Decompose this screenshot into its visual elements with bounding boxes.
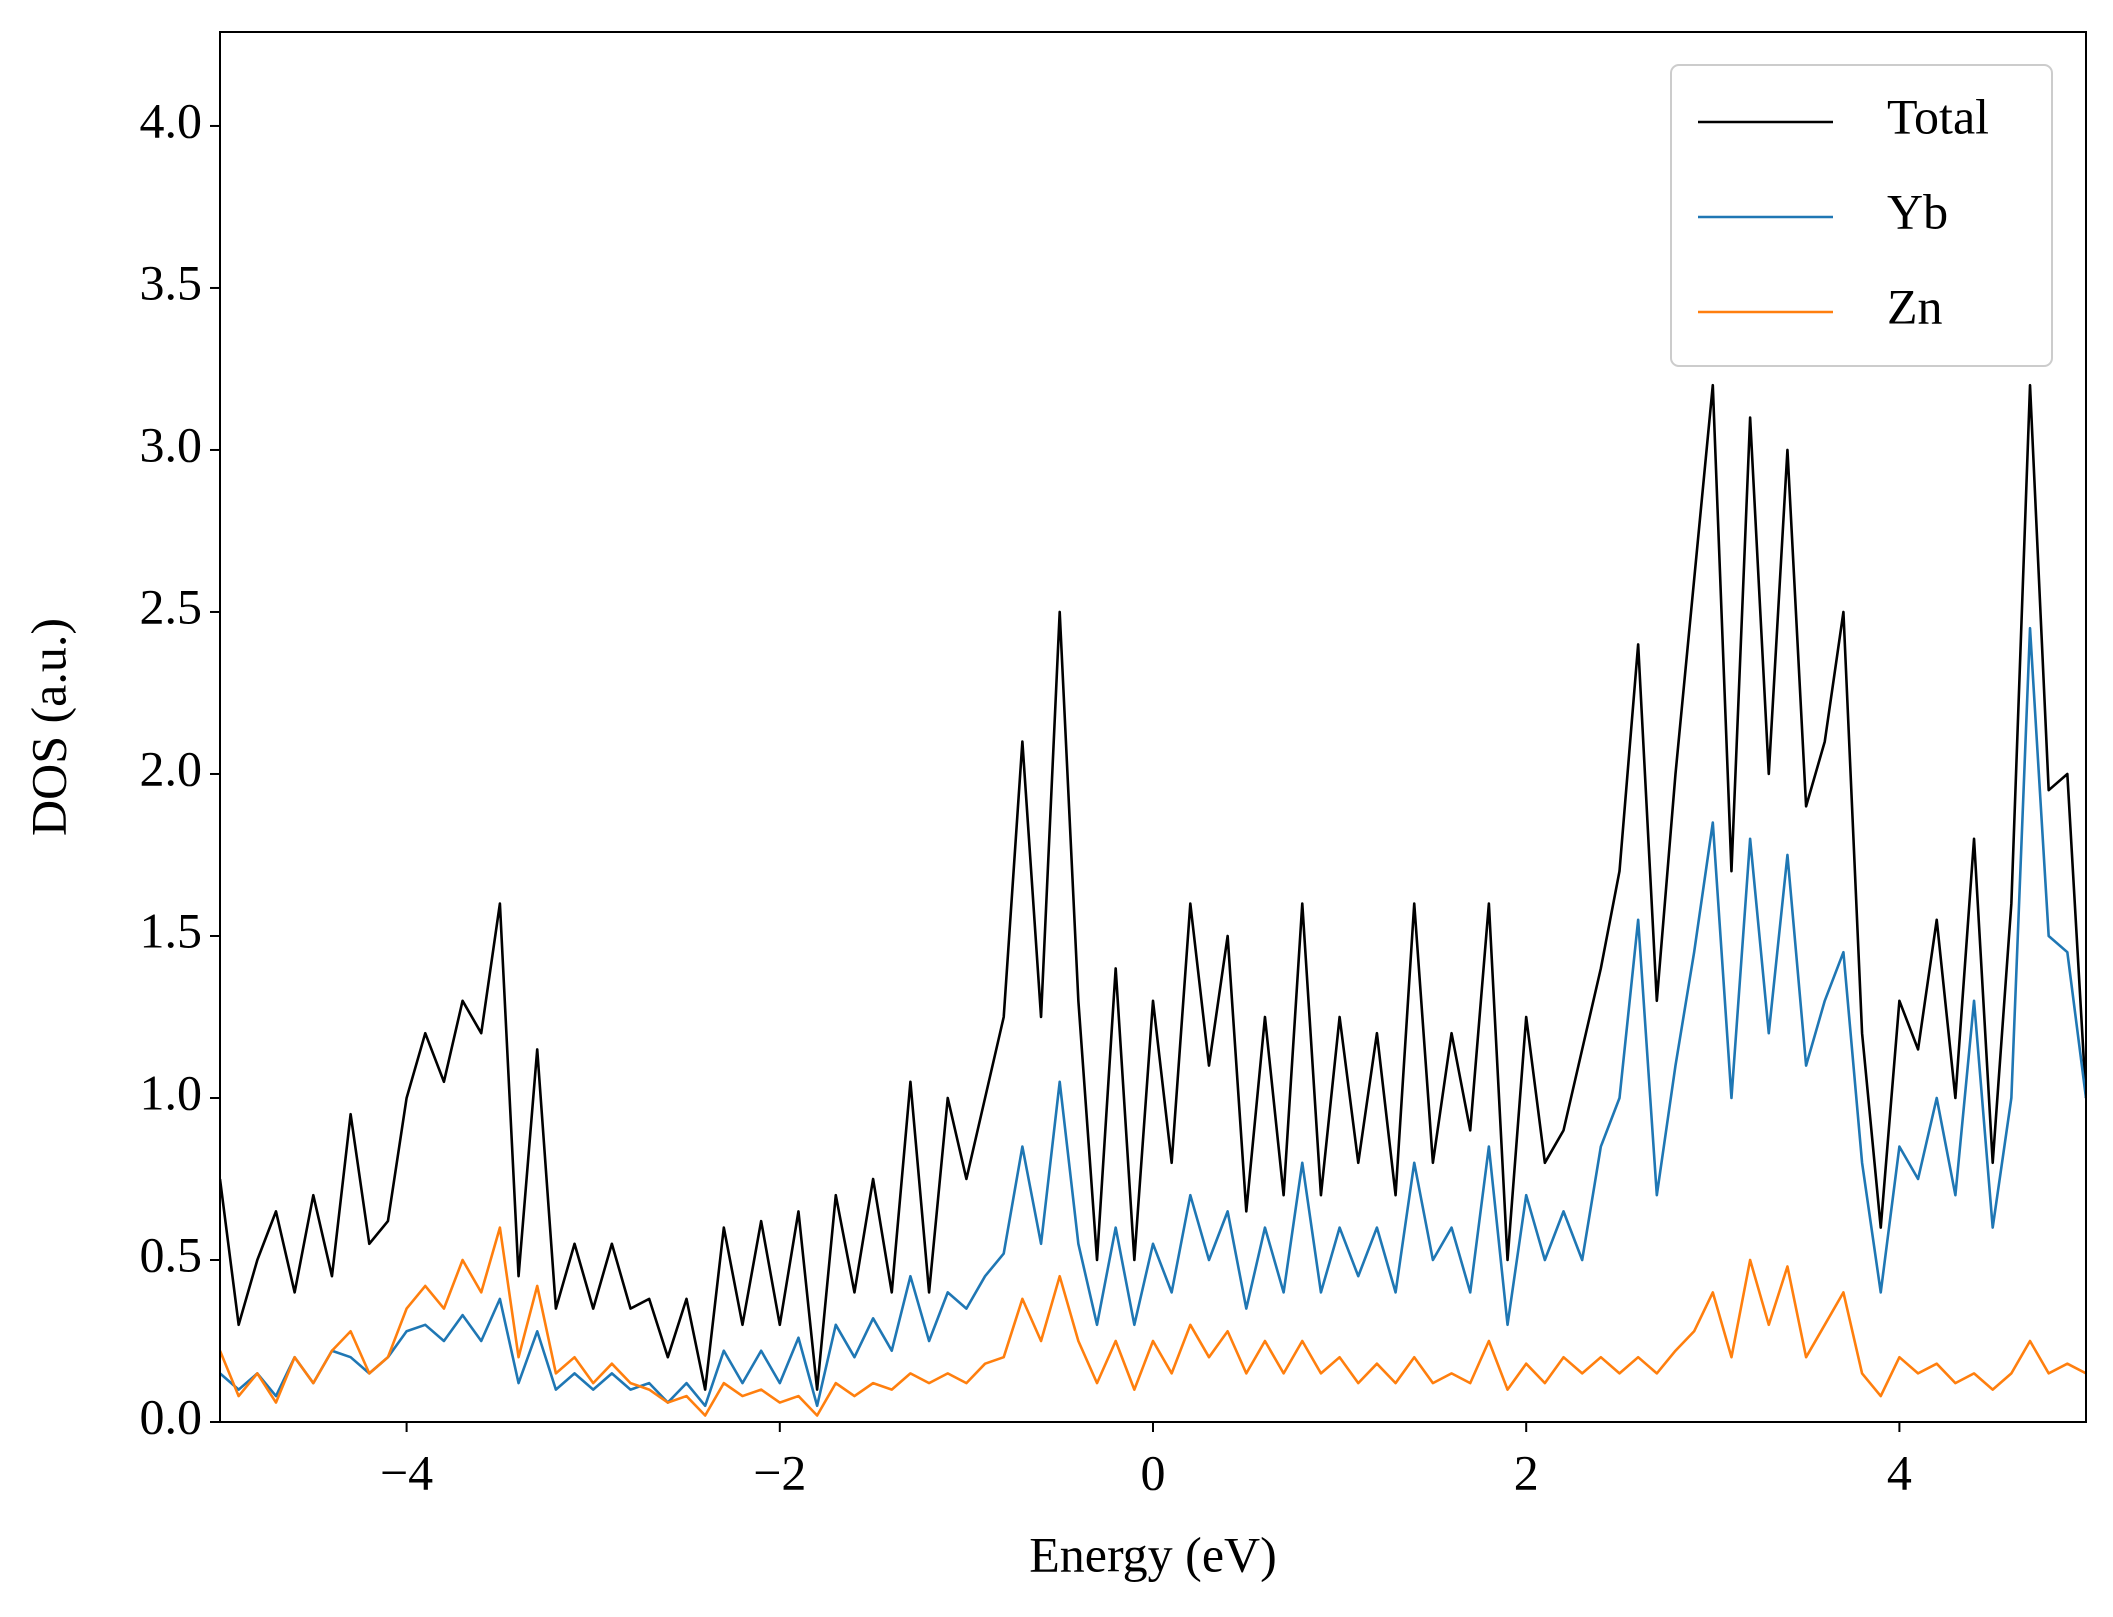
- x-tick-label: 4: [1887, 1444, 1912, 1500]
- series-line: [220, 626, 2086, 1408]
- legend-label: Zn: [1887, 278, 1943, 334]
- series-line: [220, 383, 2086, 1391]
- y-tick-label: 1.0: [140, 1064, 203, 1120]
- plot-area: [220, 383, 2086, 1417]
- x-tick-label: −4: [380, 1444, 433, 1500]
- plot-frame: [219, 31, 2087, 1423]
- y-tick-label: 3.5: [140, 254, 203, 310]
- y-tick-label: 0.0: [140, 1388, 203, 1444]
- y-tick-label: 4.0: [140, 92, 203, 148]
- legend-box: [1670, 64, 2053, 367]
- y-tick-label: 2.0: [140, 740, 203, 796]
- x-tick-label: 2: [1514, 1444, 1539, 1500]
- x-axis-label: Energy (eV): [1029, 1526, 1277, 1582]
- y-axis-label: DOS (a.u.): [20, 618, 76, 836]
- series-line: [220, 1226, 2086, 1417]
- legend-label: Total: [1887, 88, 1989, 144]
- y-tick-label: 2.5: [140, 578, 203, 634]
- legend-label: Yb: [1887, 183, 1948, 239]
- x-tick-label: −2: [753, 1444, 806, 1500]
- x-tick-label: 0: [1141, 1444, 1166, 1500]
- y-tick-label: 0.5: [140, 1226, 203, 1282]
- y-tick-label: 1.5: [140, 902, 203, 958]
- y-tick-label: 3.0: [140, 416, 203, 472]
